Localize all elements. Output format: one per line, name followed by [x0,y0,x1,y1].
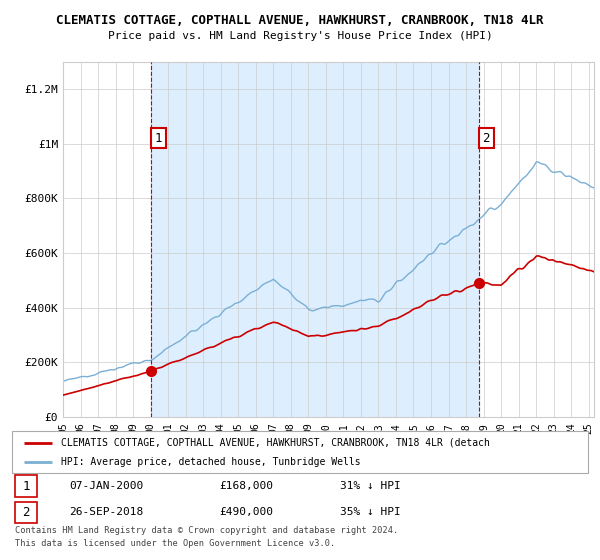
Text: HPI: Average price, detached house, Tunbridge Wells: HPI: Average price, detached house, Tunb… [61,457,361,467]
Text: 26-SEP-2018: 26-SEP-2018 [70,507,144,517]
FancyBboxPatch shape [15,502,37,523]
Text: £490,000: £490,000 [220,507,274,517]
Text: Price paid vs. HM Land Registry's House Price Index (HPI): Price paid vs. HM Land Registry's House … [107,31,493,41]
Text: £168,000: £168,000 [220,481,274,491]
Text: 1: 1 [22,479,29,493]
Text: 2: 2 [22,506,29,519]
Text: 07-JAN-2000: 07-JAN-2000 [70,481,144,491]
Text: 35% ↓ HPI: 35% ↓ HPI [340,507,401,517]
Text: 31% ↓ HPI: 31% ↓ HPI [340,481,401,491]
Text: 1: 1 [155,132,163,144]
FancyBboxPatch shape [15,475,37,497]
Text: CLEMATIS COTTAGE, COPTHALL AVENUE, HAWKHURST, CRANBROOK, TN18 4LR (detach: CLEMATIS COTTAGE, COPTHALL AVENUE, HAWKH… [61,437,490,447]
Text: CLEMATIS COTTAGE, COPTHALL AVENUE, HAWKHURST, CRANBROOK, TN18 4LR: CLEMATIS COTTAGE, COPTHALL AVENUE, HAWKH… [56,14,544,27]
Text: 2: 2 [482,132,490,144]
Bar [151,62,479,417]
Text: Contains HM Land Registry data © Crown copyright and database right 2024.: Contains HM Land Registry data © Crown c… [15,526,398,535]
Text: This data is licensed under the Open Government Licence v3.0.: This data is licensed under the Open Gov… [15,539,335,548]
